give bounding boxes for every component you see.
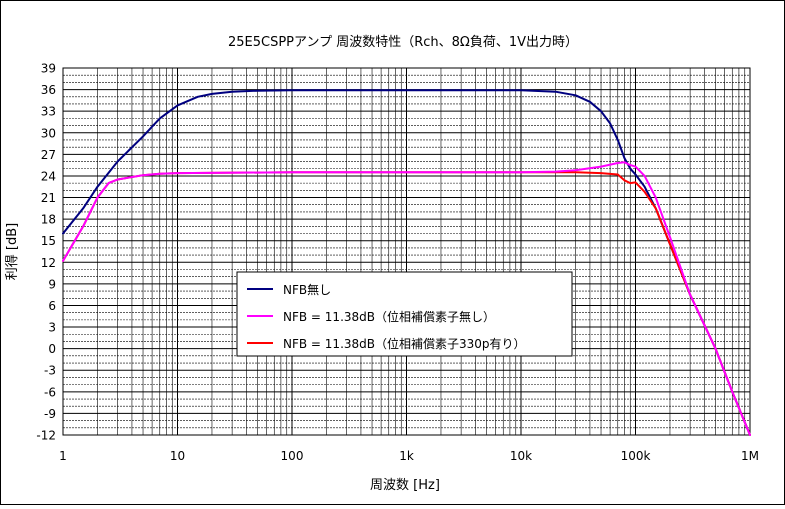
x-tick-label: 100 xyxy=(281,449,304,463)
y-tick-label: 27 xyxy=(41,148,56,162)
y-tick-label: 15 xyxy=(41,234,56,248)
y-tick-label: 6 xyxy=(48,299,56,313)
y-tick-label: 36 xyxy=(41,83,56,97)
y-tick-label: -3 xyxy=(44,364,56,378)
series-lines xyxy=(62,89,751,436)
y-tick-label: 18 xyxy=(41,213,56,227)
y-tick-label: 30 xyxy=(41,126,56,140)
x-tick-label: 1M xyxy=(741,449,759,463)
legend-label-1: NFB無し xyxy=(283,282,331,297)
y-tick-label: 3 xyxy=(48,321,56,335)
y-tick-label: -6 xyxy=(44,385,56,399)
y-tick-label: 9 xyxy=(48,277,56,291)
x-tick-label: 10 xyxy=(170,449,185,463)
y-tick-label: 12 xyxy=(41,256,56,270)
y-tick-label: 24 xyxy=(41,169,56,183)
x-tick-label: 100k xyxy=(621,449,651,463)
y-tick-label: -12 xyxy=(36,429,56,443)
legend: NFB無し NFB = 11.38dB（位相補償素子無し） NFB = 11.38d… xyxy=(236,271,573,357)
x-axis-label: 周波数 [Hz] xyxy=(370,478,440,493)
x-axis-ticks: 1 10 100 1k 10k 100k 1M xyxy=(59,449,759,463)
y-tick-label: 33 xyxy=(41,105,56,119)
legend-label-2: NFB = 11.38dB（位相補償素子無し） xyxy=(283,309,495,324)
y-axis-label: 利得 [dB] xyxy=(4,223,20,280)
y-tick-label: 21 xyxy=(41,191,56,205)
plot-border xyxy=(62,67,751,436)
y-tick-label: -9 xyxy=(44,407,56,421)
y-tick-label: 0 xyxy=(48,342,56,356)
series-line-2 xyxy=(62,161,751,436)
legend-label-3: NFB = 11.38dB（位相補償素子330p有り） xyxy=(283,336,526,351)
x-tick-label: 10k xyxy=(510,449,532,463)
legend-box xyxy=(236,271,573,357)
grid xyxy=(62,67,751,436)
x-tick-label: 1 xyxy=(59,449,67,463)
x-tick-label: 1k xyxy=(399,449,414,463)
y-tick-label: 39 xyxy=(41,62,56,76)
chart-title: 25E5CSPPアンプ 周波数特性（Rch、8Ω負荷、1V出力時） xyxy=(228,35,578,50)
